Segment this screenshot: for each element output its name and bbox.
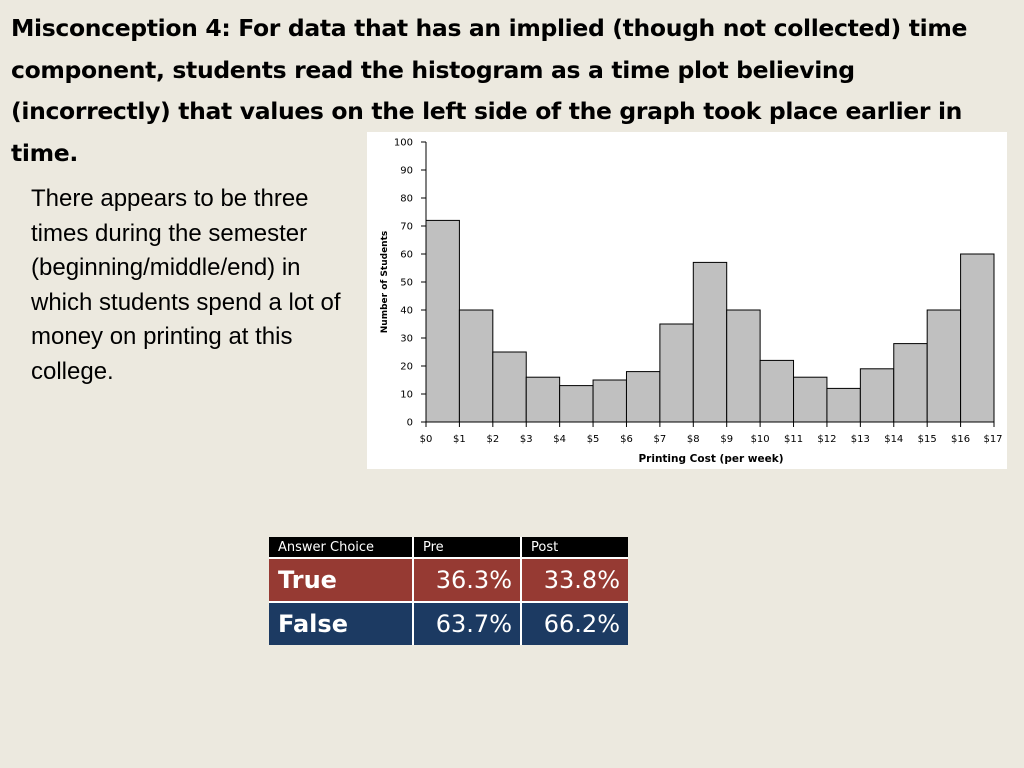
x-tick-label: $1 — [453, 434, 466, 445]
x-tick-label: $9 — [720, 434, 733, 445]
histogram-bars — [425, 219, 995, 423]
histogram-bar — [893, 343, 928, 423]
slide-title: Misconception 4: For data that has an im… — [11, 14, 968, 167]
x-tick-label: $4 — [553, 434, 566, 445]
x-tick-label: $13 — [851, 434, 870, 445]
y-tick-label: 100 — [394, 138, 413, 149]
true-post-value: 33.8% — [520, 557, 628, 602]
histogram-bar — [625, 371, 661, 423]
histogram-bar — [859, 368, 895, 423]
x-tick-label: $5 — [587, 434, 600, 445]
table-row-true: True 36.3% 33.8% — [269, 557, 628, 602]
y-tick-label: 10 — [400, 390, 413, 401]
histogram-bar — [492, 351, 527, 423]
x-tick-label: $0 — [420, 434, 433, 445]
x-axis-label: Printing Cost (per week) — [638, 453, 783, 465]
histogram-bar — [759, 359, 795, 423]
false-post-value: 66.2% — [520, 601, 628, 645]
x-tick-label: $12 — [817, 434, 836, 445]
histogram-bar — [525, 376, 561, 423]
histogram-bar — [826, 387, 861, 423]
y-tick-label: 40 — [400, 306, 413, 317]
histogram-chart: 0 10 20 30 40 50 60 70 80 90 100 $0 $1 $2 $3 $4 $5 $6 $7 $… — [367, 132, 1007, 469]
x-tick-label: $7 — [654, 434, 667, 445]
x-tick-label: $2 — [486, 434, 499, 445]
histogram-bar — [592, 379, 627, 423]
row-label-false: False — [269, 601, 413, 645]
y-tick-label: 90 — [400, 166, 413, 177]
histogram-bar — [425, 219, 460, 423]
x-tick-label: $17 — [983, 434, 1002, 445]
x-tick-label: $8 — [687, 434, 700, 445]
y-tick-label: 60 — [400, 250, 413, 261]
histogram-bar — [726, 309, 761, 423]
x-tick-label: $10 — [751, 434, 770, 445]
histogram-bar — [793, 376, 828, 423]
x-tick-label: $6 — [620, 434, 633, 445]
chart-axes — [425, 142, 994, 423]
answer-results-table: Answer Choice Pre Post True 36.3% 33.8% … — [269, 537, 628, 645]
x-tick-label: $11 — [784, 434, 803, 445]
y-tick-label: 70 — [400, 222, 413, 233]
histogram-bar — [926, 309, 962, 423]
y-tick-label: 50 — [400, 278, 413, 289]
header-pre: Pre — [412, 537, 521, 558]
false-pre-value: 63.7% — [412, 601, 521, 645]
y-tick-label: 30 — [400, 334, 413, 345]
y-tick-label: 20 — [400, 362, 413, 373]
x-tick-label: $14 — [884, 434, 903, 445]
true-pre-value: 36.3% — [412, 557, 521, 602]
table-header-row: Answer Choice Pre Post — [269, 537, 628, 558]
table-row-false: False 63.7% 66.2% — [269, 601, 628, 645]
histogram-bar — [559, 385, 594, 423]
histogram-bar — [659, 323, 694, 423]
x-axis-ticks: $0 $1 $2 $3 $4 $5 $6 $7 $8 $9 $10 $11 $12 $13 $14 $15 $1… — [420, 422, 1003, 445]
x-tick-label: $15 — [918, 434, 937, 445]
row-label-true: True — [269, 557, 413, 602]
y-tick-label: 0 — [407, 418, 413, 429]
y-axis-ticks: 0 10 20 30 40 50 60 70 80 90 100 — [394, 138, 426, 429]
histogram-bar — [960, 253, 995, 423]
histogram-bar — [692, 261, 728, 423]
y-tick-label: 80 — [400, 194, 413, 205]
x-tick-label: $3 — [520, 434, 533, 445]
x-tick-label: $16 — [951, 434, 970, 445]
histogram-bar — [458, 309, 494, 423]
header-answer-choice: Answer Choice — [269, 537, 413, 558]
header-post: Post — [520, 537, 628, 558]
y-axis-label: Number of Students — [380, 231, 390, 333]
slide-body-text: There appears to be three times during t… — [31, 185, 341, 385]
